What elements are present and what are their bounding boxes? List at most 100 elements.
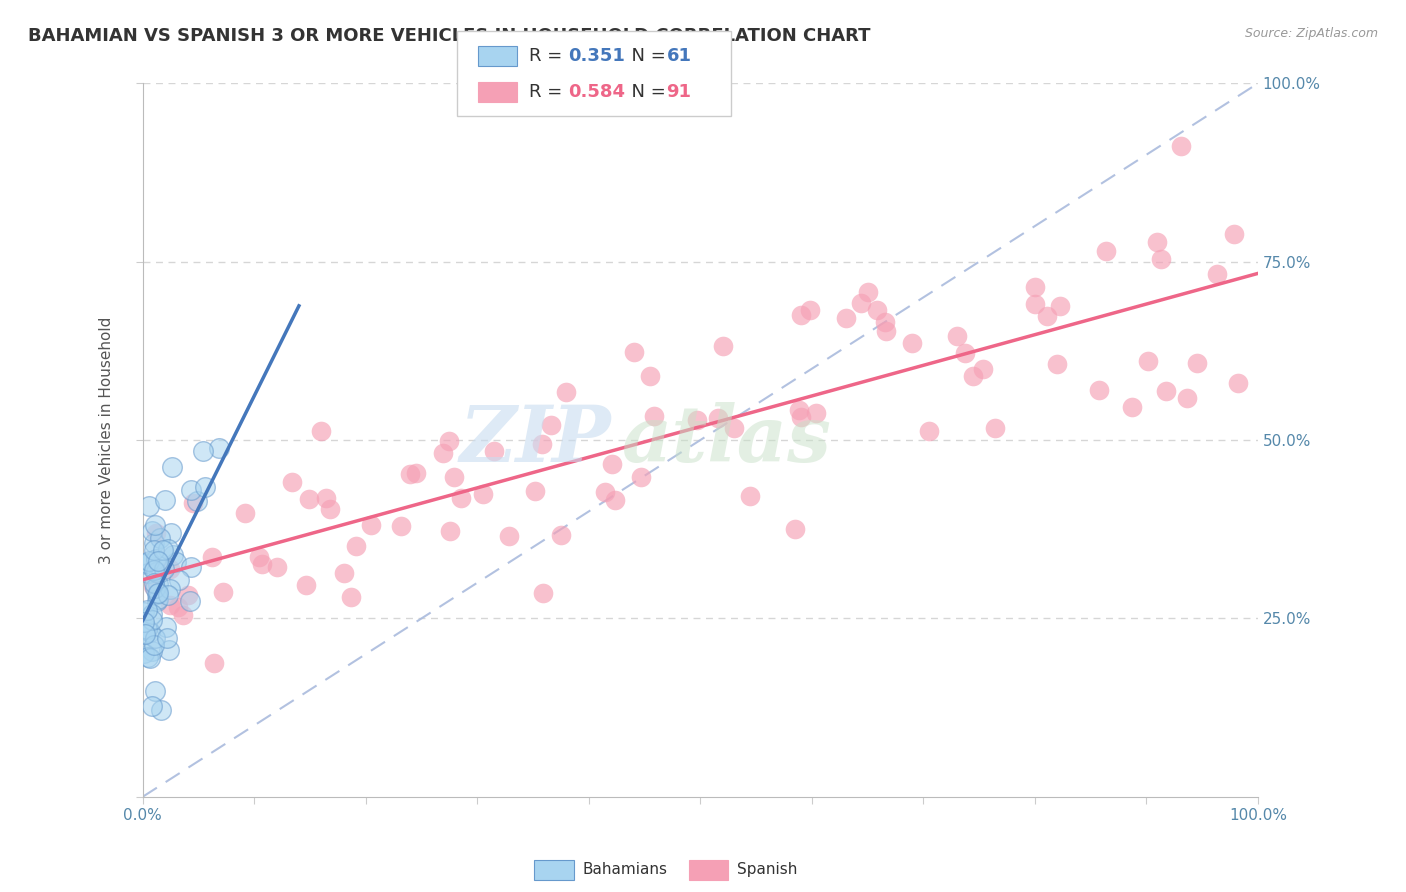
Point bbox=[157, 541, 180, 556]
Point bbox=[145, 581, 167, 595]
Point bbox=[145, 587, 167, 601]
Text: ZIP: ZIP bbox=[460, 401, 612, 478]
Point bbox=[142, 575, 165, 590]
Text: N =: N = bbox=[620, 83, 672, 101]
Point bbox=[160, 460, 183, 475]
Point bbox=[344, 539, 367, 553]
Point bbox=[1150, 252, 1173, 266]
Point bbox=[405, 466, 427, 480]
Point bbox=[194, 480, 217, 494]
Point bbox=[141, 699, 163, 714]
Point bbox=[1024, 297, 1046, 311]
Point bbox=[945, 328, 967, 343]
Point bbox=[134, 606, 156, 620]
Point bbox=[1146, 235, 1168, 249]
Point bbox=[152, 542, 174, 557]
Point bbox=[146, 591, 169, 606]
Point bbox=[531, 586, 554, 600]
Point bbox=[686, 413, 709, 427]
Text: 0.351: 0.351 bbox=[568, 47, 624, 65]
Point bbox=[554, 384, 576, 399]
Point bbox=[180, 483, 202, 497]
Point bbox=[132, 615, 155, 629]
Point bbox=[186, 494, 208, 508]
Point bbox=[482, 444, 505, 458]
Point bbox=[1095, 244, 1118, 258]
Point bbox=[157, 643, 180, 657]
Point bbox=[249, 550, 271, 565]
Point bbox=[138, 554, 160, 568]
Point bbox=[148, 558, 170, 573]
Point bbox=[143, 684, 166, 698]
Point bbox=[638, 369, 661, 384]
Point bbox=[211, 584, 233, 599]
Point bbox=[156, 631, 179, 645]
Point bbox=[146, 554, 169, 568]
Point bbox=[143, 536, 166, 550]
Point bbox=[159, 599, 181, 613]
Point bbox=[142, 638, 165, 652]
Point bbox=[498, 529, 520, 543]
Point bbox=[1049, 299, 1071, 313]
Point bbox=[145, 525, 167, 540]
Text: 0.584: 0.584 bbox=[568, 83, 626, 101]
Point bbox=[141, 613, 163, 627]
Point bbox=[707, 410, 730, 425]
Point bbox=[740, 489, 762, 503]
Point bbox=[181, 496, 204, 510]
Point bbox=[1036, 309, 1059, 323]
Text: R =: R = bbox=[529, 47, 568, 65]
Point bbox=[141, 524, 163, 538]
Point bbox=[450, 491, 472, 505]
Y-axis label: 3 or more Vehicles in Household: 3 or more Vehicles in Household bbox=[100, 317, 114, 564]
Point bbox=[159, 582, 181, 596]
Point bbox=[866, 302, 889, 317]
Point bbox=[318, 501, 340, 516]
Text: R =: R = bbox=[529, 83, 568, 101]
Point bbox=[540, 418, 562, 433]
Text: 61: 61 bbox=[666, 47, 692, 65]
Point bbox=[603, 493, 626, 508]
Point bbox=[790, 308, 813, 322]
Point bbox=[1088, 383, 1111, 397]
Point bbox=[918, 424, 941, 438]
Point bbox=[165, 555, 187, 569]
Point bbox=[134, 626, 156, 640]
Point bbox=[983, 421, 1005, 435]
Point bbox=[145, 565, 167, 579]
Point bbox=[783, 521, 806, 535]
Point bbox=[202, 656, 225, 670]
Point bbox=[955, 346, 977, 360]
Point bbox=[432, 445, 454, 459]
Point bbox=[799, 303, 821, 318]
Point bbox=[250, 557, 273, 571]
Point bbox=[201, 550, 224, 565]
Point bbox=[139, 650, 162, 665]
Point bbox=[1223, 227, 1246, 241]
Point bbox=[1137, 354, 1160, 368]
Point bbox=[875, 324, 897, 338]
Point bbox=[169, 574, 191, 588]
Point bbox=[135, 603, 157, 617]
Point bbox=[153, 562, 176, 576]
Point bbox=[1177, 391, 1199, 405]
Point bbox=[340, 590, 363, 604]
Text: N =: N = bbox=[620, 47, 672, 65]
Point bbox=[309, 424, 332, 438]
Text: BAHAMIAN VS SPANISH 3 OR MORE VEHICLES IN HOUSEHOLD CORRELATION CHART: BAHAMIAN VS SPANISH 3 OR MORE VEHICLES I… bbox=[28, 27, 870, 45]
Point bbox=[266, 559, 288, 574]
Point bbox=[176, 588, 198, 602]
Point bbox=[901, 336, 924, 351]
Point bbox=[149, 531, 172, 545]
Point bbox=[155, 620, 177, 634]
Point bbox=[156, 588, 179, 602]
Point bbox=[849, 296, 872, 310]
Point bbox=[138, 624, 160, 639]
Point bbox=[550, 528, 572, 542]
Point bbox=[146, 593, 169, 607]
Point bbox=[191, 444, 214, 458]
Point bbox=[159, 562, 181, 576]
Point bbox=[1170, 138, 1192, 153]
Point bbox=[145, 551, 167, 566]
Point bbox=[132, 558, 155, 572]
